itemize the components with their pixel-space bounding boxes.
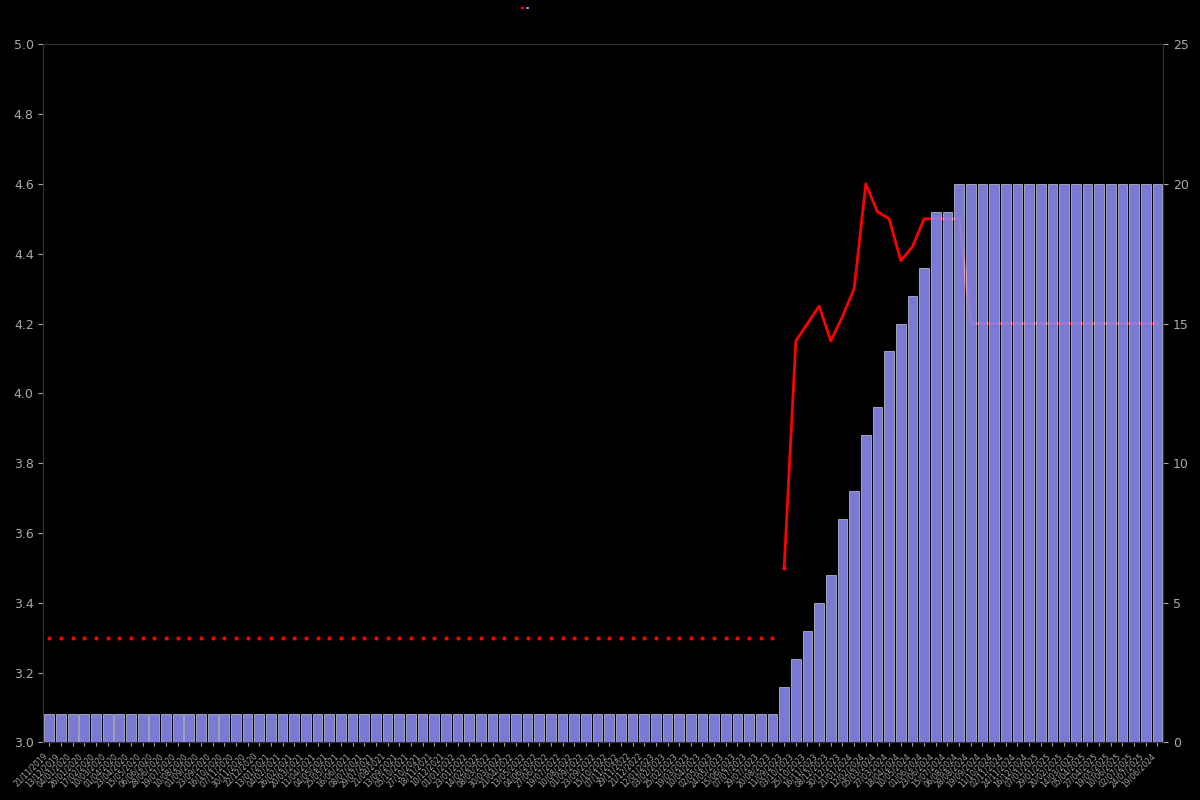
Bar bbox=[650, 714, 661, 742]
Bar bbox=[850, 491, 859, 742]
Bar bbox=[336, 714, 346, 742]
Bar bbox=[67, 714, 78, 742]
Bar bbox=[196, 714, 206, 742]
Bar bbox=[1001, 184, 1010, 742]
Bar bbox=[452, 714, 462, 742]
Bar bbox=[1094, 184, 1104, 742]
Bar bbox=[546, 714, 556, 742]
Bar bbox=[208, 714, 217, 742]
Bar bbox=[1060, 184, 1069, 742]
Bar bbox=[674, 714, 684, 742]
Bar bbox=[838, 519, 847, 742]
Bar bbox=[418, 714, 427, 742]
Bar bbox=[161, 714, 170, 742]
Bar bbox=[931, 212, 941, 742]
Bar bbox=[732, 714, 743, 742]
Bar bbox=[744, 714, 754, 742]
Bar bbox=[126, 714, 136, 742]
Bar bbox=[872, 407, 882, 742]
Bar bbox=[91, 714, 101, 742]
Bar bbox=[138, 714, 148, 742]
Legend: , : , bbox=[521, 6, 529, 8]
Bar bbox=[1141, 184, 1151, 742]
Bar bbox=[919, 268, 929, 742]
Bar bbox=[1129, 184, 1139, 742]
Bar bbox=[395, 714, 404, 742]
Bar bbox=[1106, 184, 1116, 742]
Bar bbox=[230, 714, 241, 742]
Bar bbox=[289, 714, 299, 742]
Bar bbox=[102, 714, 113, 742]
Bar bbox=[896, 323, 906, 742]
Bar bbox=[907, 296, 918, 742]
Bar bbox=[756, 714, 766, 742]
Bar bbox=[721, 714, 731, 742]
Bar bbox=[697, 714, 708, 742]
Bar bbox=[185, 714, 194, 742]
Bar bbox=[662, 714, 672, 742]
Bar bbox=[173, 714, 182, 742]
Bar bbox=[1013, 184, 1022, 742]
Bar bbox=[942, 212, 953, 742]
Bar bbox=[768, 714, 778, 742]
Bar bbox=[534, 714, 544, 742]
Bar bbox=[383, 714, 392, 742]
Bar bbox=[628, 714, 637, 742]
Bar bbox=[581, 714, 590, 742]
Bar bbox=[593, 714, 602, 742]
Bar bbox=[791, 658, 800, 742]
Bar bbox=[406, 714, 416, 742]
Bar bbox=[464, 714, 474, 742]
Bar bbox=[558, 714, 568, 742]
Bar bbox=[499, 714, 509, 742]
Bar bbox=[605, 714, 614, 742]
Bar bbox=[312, 714, 323, 742]
Bar bbox=[44, 714, 54, 742]
Bar bbox=[440, 714, 451, 742]
Bar bbox=[522, 714, 533, 742]
Bar bbox=[978, 184, 988, 742]
Bar bbox=[954, 184, 964, 742]
Bar bbox=[348, 714, 358, 742]
Bar bbox=[1152, 184, 1163, 742]
Bar bbox=[1117, 184, 1128, 742]
Bar bbox=[476, 714, 486, 742]
Bar bbox=[301, 714, 311, 742]
Bar bbox=[56, 714, 66, 742]
Bar bbox=[709, 714, 719, 742]
Bar bbox=[277, 714, 288, 742]
Bar bbox=[640, 714, 649, 742]
Bar bbox=[114, 714, 124, 742]
Bar bbox=[803, 630, 812, 742]
Bar bbox=[266, 714, 276, 742]
Bar bbox=[324, 714, 334, 742]
Bar bbox=[569, 714, 580, 742]
Bar bbox=[254, 714, 264, 742]
Bar bbox=[884, 351, 894, 742]
Bar bbox=[814, 602, 824, 742]
Bar bbox=[860, 435, 871, 742]
Bar bbox=[149, 714, 160, 742]
Bar bbox=[242, 714, 252, 742]
Bar bbox=[1082, 184, 1092, 742]
Bar bbox=[359, 714, 370, 742]
Bar bbox=[616, 714, 625, 742]
Bar bbox=[686, 714, 696, 742]
Bar bbox=[966, 184, 976, 742]
Bar bbox=[779, 686, 790, 742]
Bar bbox=[826, 575, 835, 742]
Bar bbox=[79, 714, 89, 742]
Bar bbox=[511, 714, 521, 742]
Bar bbox=[1036, 184, 1045, 742]
Bar bbox=[430, 714, 439, 742]
Bar bbox=[220, 714, 229, 742]
Bar bbox=[487, 714, 498, 742]
Bar bbox=[371, 714, 380, 742]
Bar bbox=[1070, 184, 1081, 742]
Bar bbox=[1024, 184, 1034, 742]
Bar bbox=[1048, 184, 1057, 742]
Bar bbox=[989, 184, 1000, 742]
